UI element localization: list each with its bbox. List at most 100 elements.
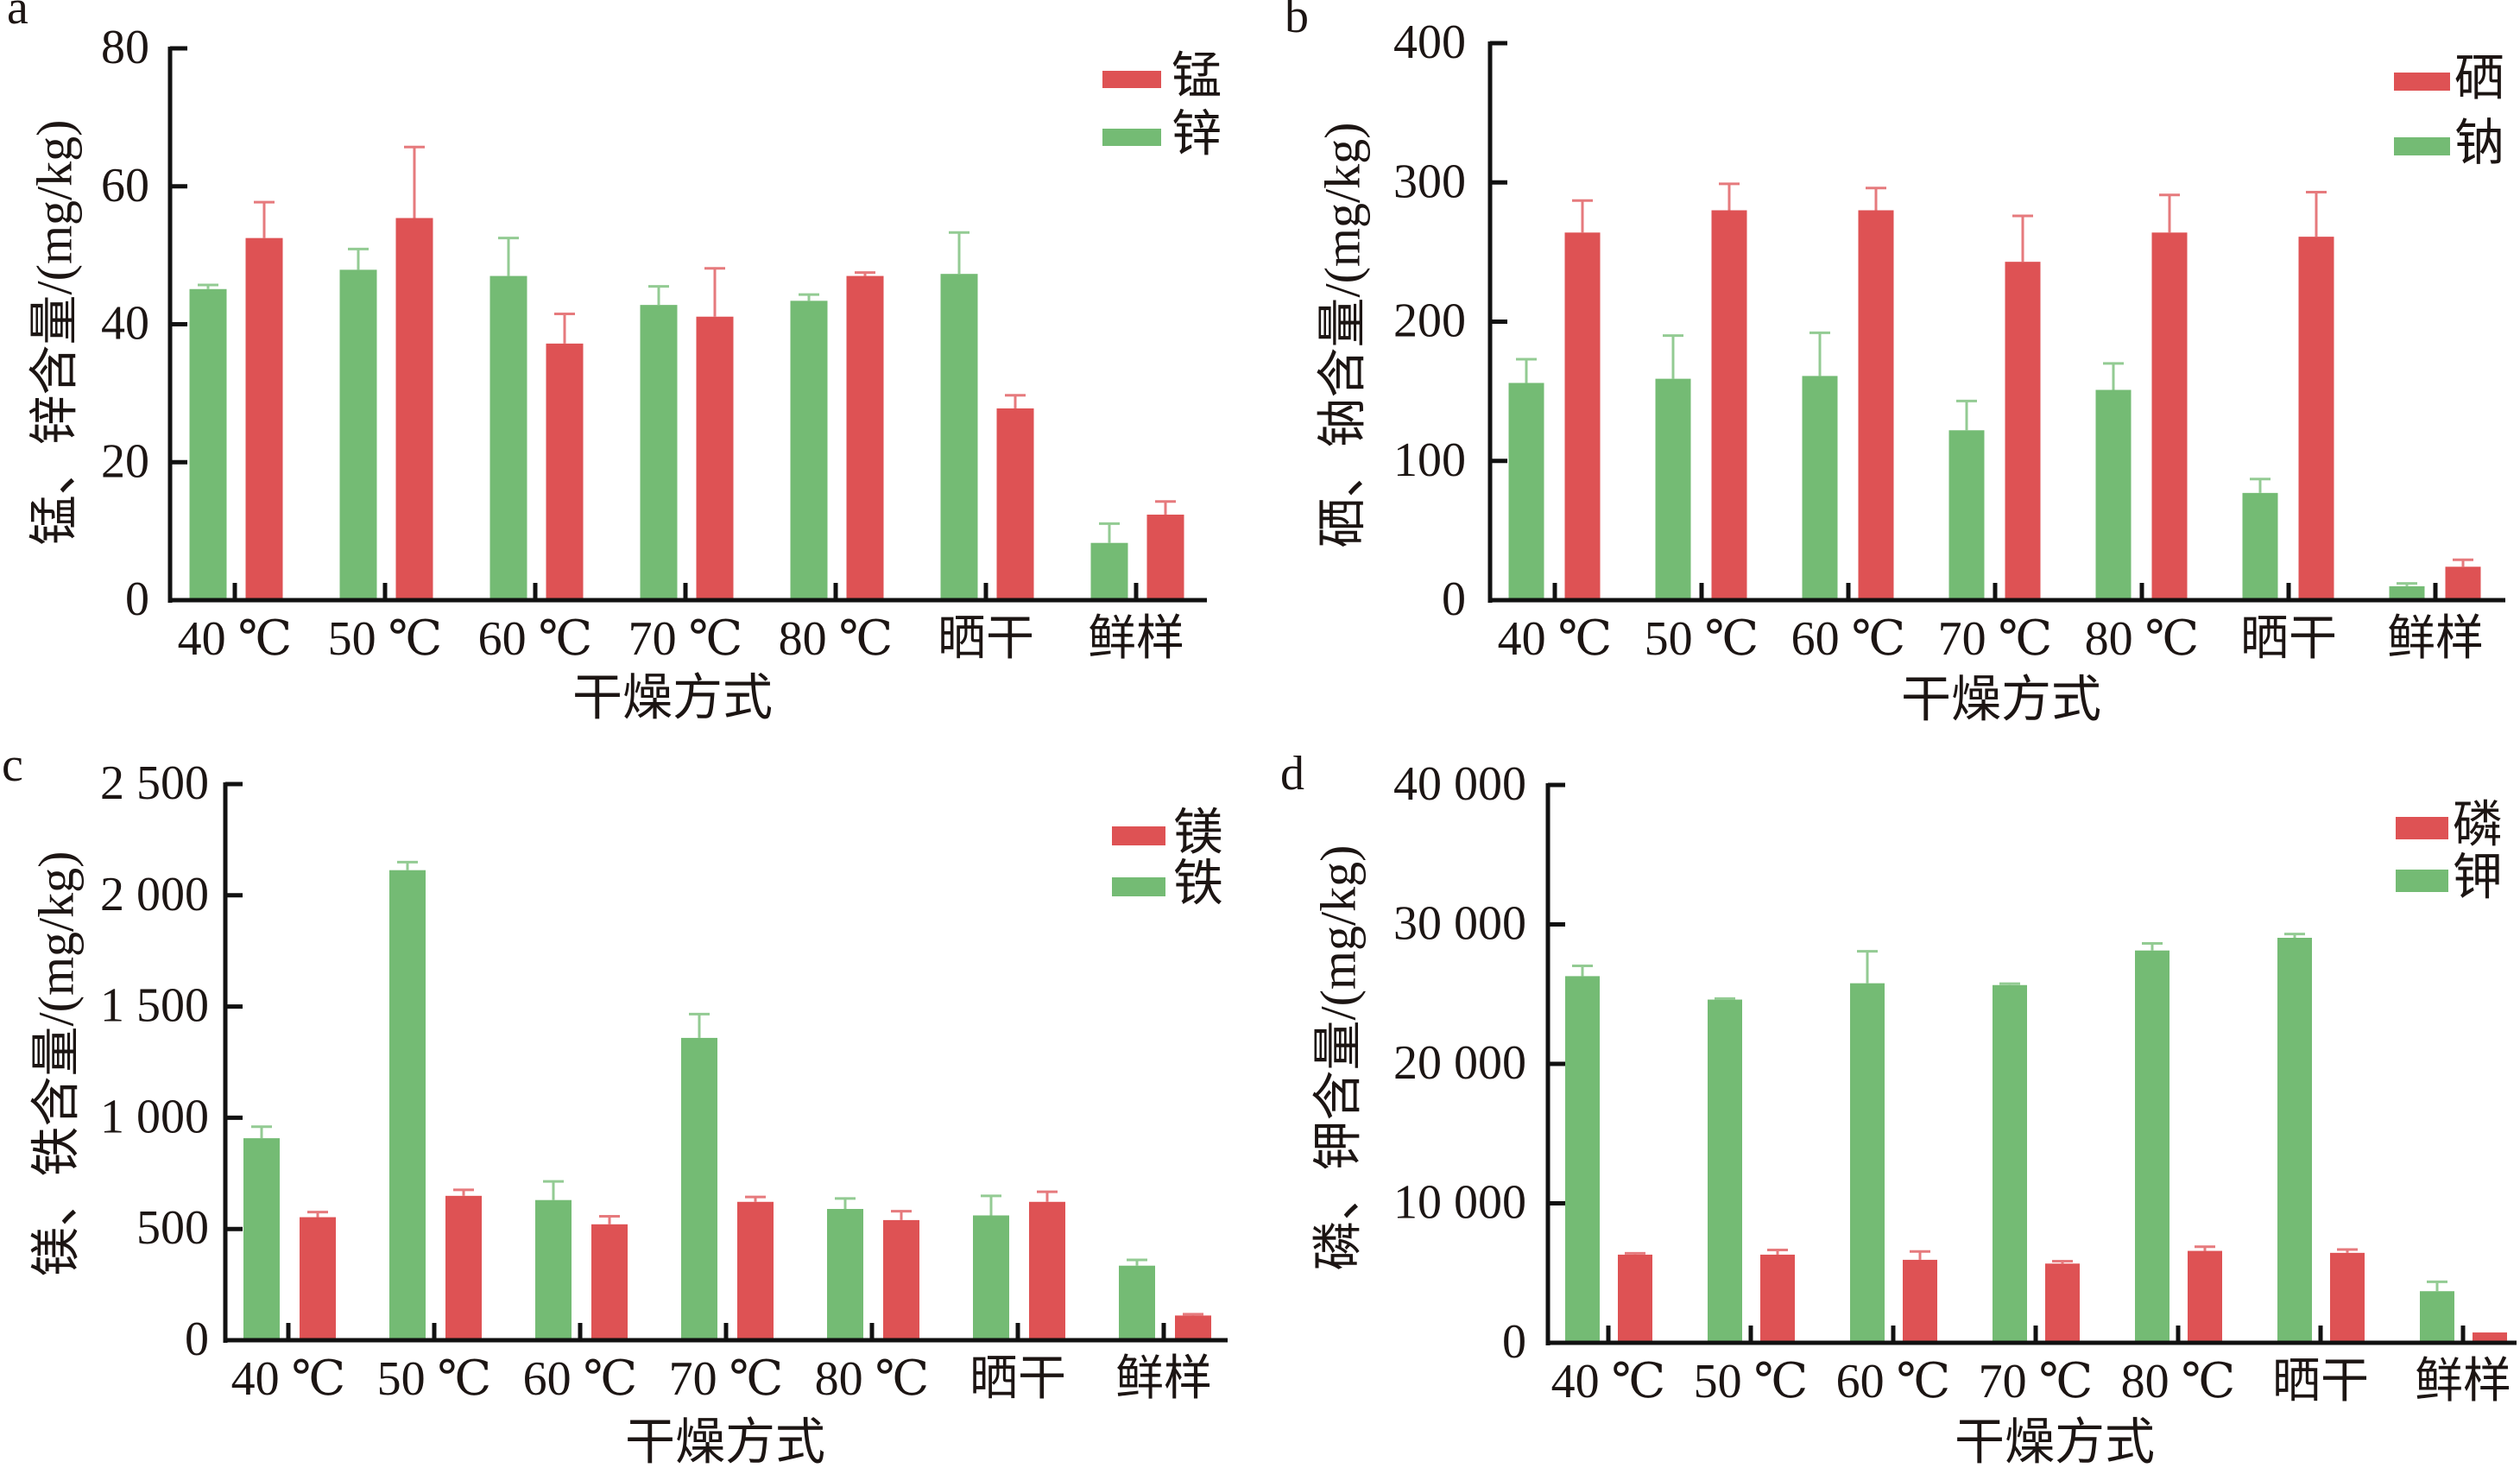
x-tick-label: 80 ℃ bbox=[779, 612, 894, 666]
panel-label: a bbox=[7, 0, 28, 35]
x-tick-label: 80 ℃ bbox=[2121, 1355, 2236, 1408]
legend-swatch bbox=[2396, 817, 2448, 839]
y-tick-label: 2 500 bbox=[100, 756, 209, 810]
bar-series-1-category-1 bbox=[395, 218, 433, 600]
y-tick-label: 300 bbox=[1393, 155, 1466, 208]
legend-label: 钠 bbox=[2454, 115, 2504, 171]
x-tick-label: 鲜样 bbox=[2415, 1355, 2511, 1408]
x-tick-label: 50 ℃ bbox=[328, 612, 443, 666]
x-tick-label: 40 ℃ bbox=[178, 612, 293, 666]
y-tick-label: 10 000 bbox=[1393, 1176, 1526, 1230]
bar-series-0-category-3 bbox=[1993, 984, 2027, 1343]
bar-series-1-category-3 bbox=[737, 1201, 774, 1340]
bar-series-0-category-5 bbox=[940, 274, 978, 600]
y-tick-label: 400 bbox=[1393, 16, 1466, 69]
bar-series-1-category-2 bbox=[1858, 210, 1894, 600]
y-tick-label: 40 bbox=[101, 297, 149, 351]
bar-series-0-category-6 bbox=[1090, 542, 1128, 600]
x-tick-label: 80 ℃ bbox=[2085, 612, 2200, 666]
y-tick-label: 0 bbox=[1442, 573, 1466, 626]
panel-d: d 0 10 000 20 000 30 000 40 000 40 ℃ 50 ℃ 60 ℃ 70… bbox=[1280, 747, 2517, 1468]
y-tick-label: 100 bbox=[1393, 433, 1466, 487]
bar-series-0-category-0 bbox=[189, 288, 227, 600]
bar-series-0-category-0 bbox=[243, 1138, 280, 1340]
bar-series-1-category-0 bbox=[300, 1217, 336, 1340]
y-tick-label: 80 bbox=[101, 21, 149, 74]
legend-label: 锌 bbox=[1172, 106, 1222, 162]
y-tick-label: 0 bbox=[185, 1313, 209, 1366]
bar-series-0-category-3 bbox=[681, 1037, 717, 1340]
bar-series-1-category-1 bbox=[445, 1195, 482, 1340]
bar-series-1-category-0 bbox=[245, 237, 283, 600]
bar-series-0-category-4 bbox=[2135, 950, 2169, 1343]
x-tick-label: 40 ℃ bbox=[1498, 612, 1613, 666]
legend-swatch bbox=[1112, 877, 1165, 896]
x-tick-label: 晒干 bbox=[2240, 612, 2337, 666]
x-tick-label: 60 ℃ bbox=[478, 612, 593, 666]
x-axis-title: 干燥方式 bbox=[572, 670, 773, 726]
bar-series-0-category-1 bbox=[389, 870, 426, 1340]
bar-series-1-category-5 bbox=[2330, 1252, 2365, 1343]
x-tick-label: 80 ℃ bbox=[815, 1352, 930, 1406]
x-tick-label: 40 ℃ bbox=[231, 1352, 346, 1406]
bar-series-0-category-3 bbox=[640, 305, 678, 600]
y-tick-label: 20 000 bbox=[1393, 1036, 1526, 1090]
y-tick-label: 40 000 bbox=[1393, 757, 1526, 811]
bar-series-0-category-4 bbox=[2095, 389, 2132, 600]
bar-series-0-category-1 bbox=[1655, 378, 1691, 600]
x-tick-label: 晒干 bbox=[938, 612, 1034, 666]
bar-series-0-category-1 bbox=[1708, 999, 1742, 1343]
bar-series-1-category-4 bbox=[846, 275, 884, 600]
bar-series-1-category-5 bbox=[996, 408, 1034, 600]
legend-label: 磷 bbox=[2453, 797, 2503, 853]
bar-series-1-category-4 bbox=[2188, 1250, 2222, 1343]
y-tick-label: 0 bbox=[125, 573, 149, 626]
bar-series-0-category-6 bbox=[2420, 1291, 2454, 1343]
bar-series-0-category-2 bbox=[535, 1199, 572, 1340]
x-tick-label: 晒干 bbox=[2272, 1355, 2369, 1408]
bar-series-1-category-3 bbox=[2045, 1263, 2080, 1343]
bar-series-1-category-2 bbox=[1903, 1259, 1937, 1343]
x-tick-label: 60 ℃ bbox=[1791, 612, 1906, 666]
bar-series-0-category-4 bbox=[790, 301, 828, 600]
y-tick-label: 0 bbox=[1502, 1315, 1526, 1369]
bar-series-0-category-5 bbox=[2242, 492, 2278, 600]
legend-swatch bbox=[2394, 137, 2450, 155]
bar-series-1-category-4 bbox=[883, 1219, 919, 1340]
y-tick-label: 500 bbox=[136, 1201, 209, 1255]
legend-label: 铁 bbox=[1173, 856, 1223, 912]
x-tick-label: 60 ℃ bbox=[1836, 1355, 1951, 1408]
bar-series-0-category-0 bbox=[1565, 976, 1600, 1343]
y-tick-label: 60 bbox=[101, 159, 149, 212]
y-axis-title: 硒、钠含量/(mg/kg) bbox=[1315, 123, 1371, 548]
bar-series-1-category-2 bbox=[591, 1224, 628, 1340]
x-axis-title: 干燥方式 bbox=[1901, 672, 2101, 728]
x-tick-label: 60 ℃ bbox=[523, 1352, 638, 1406]
bar-series-0-category-6 bbox=[1119, 1265, 1155, 1340]
bar-series-0-category-2 bbox=[489, 275, 527, 600]
y-tick-label: 20 bbox=[101, 434, 149, 488]
x-tick-label: 70 ℃ bbox=[669, 1352, 784, 1406]
bar-series-1-category-6 bbox=[2473, 1332, 2507, 1343]
panel-label: d bbox=[1280, 747, 1304, 800]
bar-series-0-category-2 bbox=[1802, 376, 1838, 600]
bar-series-1-category-0 bbox=[1618, 1254, 1652, 1343]
bar-series-1-category-5 bbox=[1029, 1201, 1065, 1340]
bar-series-1-category-1 bbox=[1760, 1254, 1795, 1343]
bar-series-1-category-6 bbox=[1146, 514, 1184, 600]
x-tick-label: 70 ℃ bbox=[1938, 612, 2053, 666]
legend: 镁铁 bbox=[1112, 805, 1223, 912]
legend-label: 锰 bbox=[1172, 48, 1222, 104]
legend: 磷钾 bbox=[2396, 797, 2503, 906]
legend-swatch bbox=[1102, 129, 1161, 146]
y-tick-label: 1 500 bbox=[100, 979, 209, 1033]
legend-label: 镁 bbox=[1173, 805, 1223, 861]
legend-swatch bbox=[1112, 826, 1165, 845]
x-tick-label: 鲜样 bbox=[2387, 612, 2484, 666]
legend-label: 硒 bbox=[2454, 50, 2504, 106]
x-tick-label: 晒干 bbox=[969, 1352, 1066, 1406]
legend-label: 钾 bbox=[2453, 850, 2503, 906]
x-tick-label: 70 ℃ bbox=[628, 612, 743, 666]
bar-series-0-category-4 bbox=[827, 1209, 863, 1340]
